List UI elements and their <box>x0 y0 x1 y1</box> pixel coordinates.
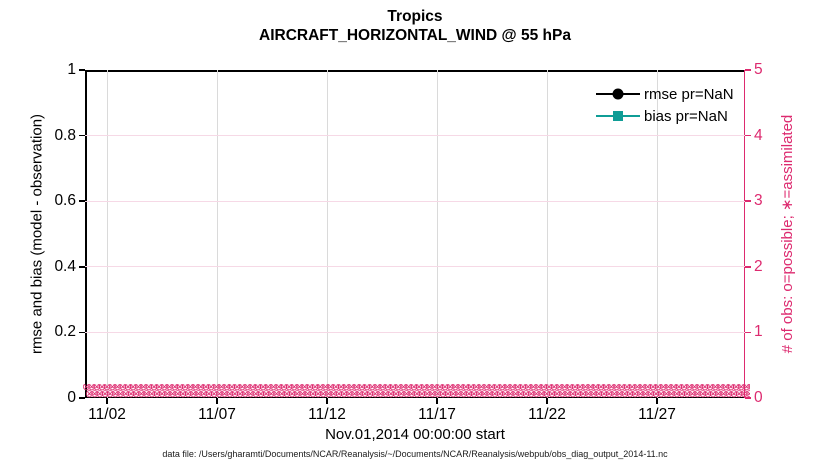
obs-band-row: ⊗⊗⊗⊗⊗⊗⊗⊗⊗⊗⊗⊗⊗⊗⊗⊗⊗⊗⊗⊗⊗⊗⊗⊗⊗⊗⊗⊗⊗⊗⊗⊗⊗⊗⊗⊗⊗⊗⊗⊗… <box>82 384 750 393</box>
left-tick-mark <box>79 397 85 399</box>
right-tick-mark <box>745 266 751 268</box>
left-tick-label: 0 <box>67 389 76 406</box>
right-tick-label: 0 <box>754 389 763 406</box>
legend: rmse pr=NaN bias pr=NaN <box>596 83 734 127</box>
x-tick-label: 11/07 <box>198 406 236 423</box>
x-tick-mark <box>326 398 328 404</box>
right-tick-mark <box>745 397 751 399</box>
x-gridline <box>656 70 658 398</box>
y-gridline <box>85 135 745 137</box>
right-tick-label: 3 <box>754 192 763 210</box>
x-gridline <box>106 70 108 398</box>
x-gridline <box>546 70 548 398</box>
chart-title-block: Tropics AIRCRAFT_HORIZONTAL_WIND @ 55 hP… <box>85 7 745 45</box>
x-tick-mark <box>106 398 108 404</box>
left-tick-label: 0.8 <box>54 126 76 144</box>
bottom-axis-line <box>85 396 745 398</box>
left-tick-mark <box>79 331 85 334</box>
x-tick-label: 11/27 <box>638 406 676 423</box>
obs-band-row: ⊗⊗⊗⊗⊗⊗⊗⊗⊗⊗⊗⊗⊗⊗⊗⊗⊗⊗⊗⊗⊗⊗⊗⊗⊗⊗⊗⊗⊗⊗⊗⊗⊗⊗⊗⊗⊗⊗⊗⊗… <box>85 388 750 398</box>
plot-area: 11/02 11/07 11/12 11/17 11/22 11/27 0 0.2 0.4 0.6… <box>54 61 762 423</box>
right-tick-label: 5 <box>754 61 763 78</box>
right-tick-label: 4 <box>754 126 763 144</box>
bias-line-sample <box>596 111 640 121</box>
left-tick-mark <box>79 134 85 137</box>
x-tick-mark <box>546 398 548 404</box>
y-gridline <box>85 200 745 202</box>
right-tick-mark <box>745 69 751 71</box>
x-axis-label: Nov.01,2014 00:00:00 start <box>325 426 505 443</box>
right-tick-mark <box>745 200 751 202</box>
right-axis-label: # of obs: o=possible; ∗=assimilated <box>779 114 796 354</box>
x-gridline <box>216 70 218 398</box>
legend-label-rmse: rmse pr=NaN <box>644 85 734 103</box>
data-file-note: data file: /Users/gharamti/Documents/NCA… <box>162 449 668 459</box>
bias-square-marker <box>613 111 623 121</box>
x-tick-label: 11/22 <box>528 406 566 423</box>
left-axis-label: rmse and bias (model - observation) <box>28 113 46 355</box>
rmse-circle-marker <box>612 88 624 100</box>
title-region: Tropics <box>387 8 443 25</box>
y-gridline <box>85 331 745 333</box>
x-tick-mark <box>656 398 658 404</box>
x-gridline <box>326 70 328 398</box>
obs-count-marker-band: ⊗⊗⊗⊗⊗⊗⊗⊗⊗⊗⊗⊗⊗⊗⊗⊗⊗⊗⊗⊗⊗⊗⊗⊗⊗⊗⊗⊗⊗⊗⊗⊗⊗⊗⊗⊗⊗⊗⊗⊗… <box>82 384 750 398</box>
left-tick-mark <box>79 69 85 71</box>
x-tick-label: 11/02 <box>88 406 126 423</box>
right-tick-mark <box>745 331 751 334</box>
left-axis-line <box>85 70 87 398</box>
x-gridline <box>436 70 438 398</box>
left-tick-mark <box>79 266 85 268</box>
x-tick-mark <box>436 398 438 404</box>
left-tick-label: 0.4 <box>54 257 76 275</box>
right-tick-mark <box>745 134 751 137</box>
title-variable: AIRCRAFT_HORIZONTAL_WIND @ 55 hPa <box>259 27 571 44</box>
right-axis-line <box>743 70 745 398</box>
right-tick-label: 1 <box>754 323 763 341</box>
x-tick-label: 11/12 <box>308 406 346 423</box>
y-gridline <box>85 266 745 268</box>
rmse-line-sample <box>596 88 640 100</box>
left-tick-label: 0.2 <box>54 323 76 341</box>
left-tick-mark <box>79 200 85 202</box>
left-tick-label: 0.6 <box>54 192 76 210</box>
legend-entry-rmse: rmse pr=NaN <box>596 83 734 105</box>
right-tick-label: 2 <box>754 257 763 275</box>
x-tick-mark <box>216 398 218 404</box>
legend-entry-bias: bias pr=NaN <box>596 105 734 127</box>
x-tick-label: 11/17 <box>418 406 456 423</box>
left-tick-label: 1 <box>67 61 76 78</box>
legend-label-bias: bias pr=NaN <box>644 107 728 125</box>
top-axis-line <box>85 70 745 72</box>
